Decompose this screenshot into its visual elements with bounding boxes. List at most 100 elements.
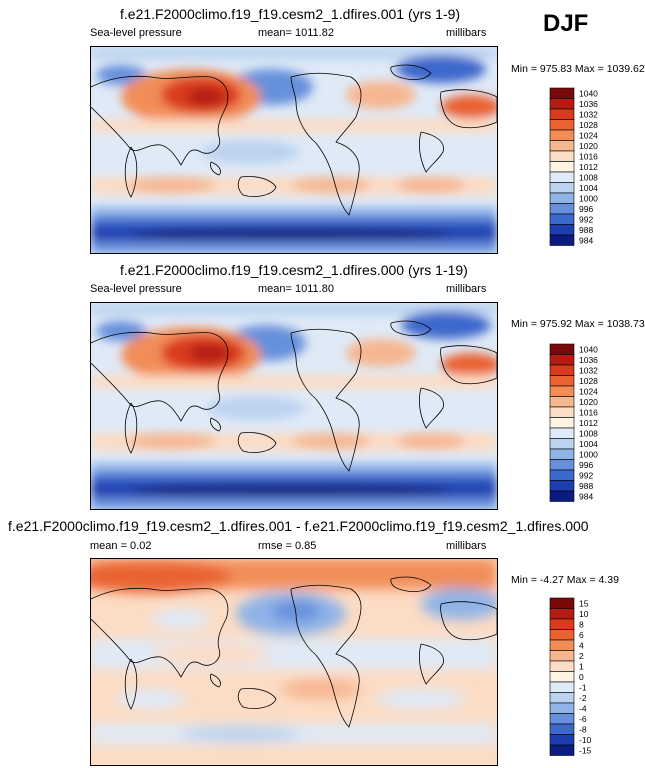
- colorbar-swatch: [549, 744, 575, 756]
- colorbar-tick-label: 1008: [579, 428, 598, 438]
- colorbar-swatch: [549, 671, 575, 683]
- colorbar-swatch: [549, 87, 575, 99]
- colorbar-tick-label: 1020: [579, 141, 598, 151]
- colorbar-tick-label: 15: [579, 598, 589, 608]
- map1-coastlines: [91, 64, 497, 216]
- colorbar-swatch: [549, 343, 575, 355]
- colorbar-tick-label: 1: [579, 661, 584, 671]
- panel3-units: millibars: [446, 540, 487, 552]
- colorbar-tick-label: 988: [579, 481, 593, 491]
- panel3-rmse: rmse = 0.85: [258, 540, 317, 552]
- colorbar-tick-label: 10: [579, 609, 589, 619]
- colorbar-swatch: [549, 692, 575, 704]
- colorbar-tick-label: 1008: [579, 172, 598, 182]
- colorbar-1: 1040103610321028102410201016101210081004…: [549, 87, 598, 246]
- panel2-title: f.e21.F2000climo.f19_f19.cesm2_1.dfires.…: [120, 262, 468, 278]
- colorbar-tick-label: -1: [579, 682, 587, 692]
- colorbar-swatch: [549, 713, 575, 725]
- colorbar-tick-label: 992: [579, 470, 593, 480]
- panel1-minmax: Min = 975.83 Max = 1039.62: [511, 63, 645, 75]
- colorbar-tick-label: 4: [579, 640, 584, 650]
- colorbar-swatch: [549, 490, 575, 502]
- colorbar-swatch: [549, 213, 575, 225]
- colorbar-swatch: [549, 618, 575, 630]
- colorbar-swatch: [549, 108, 575, 120]
- colorbar-swatch: [549, 639, 575, 651]
- panel2-mean: mean= 1011.80: [258, 283, 334, 295]
- colorbar-swatch: [549, 375, 575, 387]
- colorbar-swatch: [549, 224, 575, 236]
- colorbar-swatch: [549, 480, 575, 492]
- colorbar-swatch: [549, 119, 575, 131]
- colorbar-tick-label: 1012: [579, 162, 598, 172]
- colorbar-swatch: [549, 459, 575, 471]
- colorbar-swatch: [549, 681, 575, 693]
- colorbar-swatch: [549, 150, 575, 162]
- panel1-units: millibars: [446, 27, 487, 39]
- panel3-minmax: Min = -4.27 Max = 4.39: [511, 574, 619, 586]
- colorbar-swatch: [549, 427, 575, 439]
- colorbar-swatch: [549, 171, 575, 183]
- colorbar-tick-label: -2: [579, 693, 587, 703]
- colorbar-tick-label: 1036: [579, 355, 598, 365]
- colorbar-tick-label: -15: [579, 745, 592, 755]
- colorbar-swatch: [549, 354, 575, 366]
- colorbar-tick-label: 992: [579, 214, 593, 224]
- colorbar-swatch: [549, 396, 575, 408]
- colorbar-tick-label: 8: [579, 619, 584, 629]
- colorbar-swatch: [549, 702, 575, 714]
- season-label: DJF: [543, 10, 589, 37]
- colorbar-tick-label: 996: [579, 204, 593, 214]
- colorbar-swatch: [549, 469, 575, 481]
- slp-map-1: [90, 46, 498, 254]
- colorbar-swatch: [549, 234, 575, 246]
- panel1-title: f.e21.F2000climo.f19_f19.cesm2_1.dfires.…: [120, 6, 461, 22]
- colorbar-tick-label: 1040: [579, 88, 598, 98]
- colorbar-swatch: [549, 192, 575, 204]
- colorbar-tick-label: 988: [579, 225, 593, 235]
- colorbar-tick-label: 1036: [579, 99, 598, 109]
- colorbar-tick-label: 984: [579, 491, 593, 501]
- colorbar-swatch: [549, 608, 575, 620]
- colorbar-swatch: [549, 140, 575, 152]
- colorbar-tick-label: 1000: [579, 193, 598, 203]
- map2-coastlines: [91, 320, 497, 472]
- panel2-variable: Sea-level pressure: [90, 283, 182, 295]
- colorbar-tick-label: 6: [579, 630, 584, 640]
- colorbar-tick-label: 1028: [579, 120, 598, 130]
- colorbar-tick-label: 1012: [579, 418, 598, 428]
- panel1-mean: mean= 1011.82: [258, 27, 334, 39]
- map3-coastlines: [91, 576, 497, 728]
- colorbar-swatch: [549, 723, 575, 735]
- colorbar-swatch: [549, 629, 575, 641]
- colorbar-tick-label: 1024: [579, 386, 598, 396]
- colorbar-tick-label: 0: [579, 672, 584, 682]
- colorbar-swatch: [549, 364, 575, 376]
- colorbar-swatch: [549, 734, 575, 746]
- panel1-variable: Sea-level pressure: [90, 27, 182, 39]
- colorbar-swatch: [549, 406, 575, 418]
- colorbar-tick-label: 996: [579, 460, 593, 470]
- colorbar-2: 1040103610321028102410201016101210081004…: [549, 343, 598, 502]
- panel3-mean: mean = 0.02: [90, 540, 152, 552]
- panel2-minmax: Min = 975.92 Max = 1038.73: [511, 318, 645, 330]
- colorbar-tick-label: 984: [579, 235, 593, 245]
- colorbar-swatch: [549, 203, 575, 215]
- colorbar-tick-label: 1004: [579, 439, 598, 449]
- colorbar-swatch: [549, 161, 575, 173]
- colorbar-tick-label: 1040: [579, 344, 598, 354]
- panel2-units: millibars: [446, 283, 487, 295]
- colorbar-swatch: [549, 597, 575, 609]
- colorbar-tick-label: -8: [579, 724, 587, 734]
- colorbar-tick-label: 1016: [579, 407, 598, 417]
- colorbar-swatch: [549, 182, 575, 194]
- colorbar-tick-label: -10: [579, 735, 592, 745]
- colorbar-tick-label: 1024: [579, 130, 598, 140]
- colorbar-tick-label: 2: [579, 651, 584, 661]
- colorbar-swatch: [549, 438, 575, 450]
- colorbar-tick-label: 1016: [579, 151, 598, 161]
- colorbar-tick-label: 1028: [579, 376, 598, 386]
- colorbar-swatch: [549, 660, 575, 672]
- colorbar-tick-label: 1032: [579, 109, 598, 119]
